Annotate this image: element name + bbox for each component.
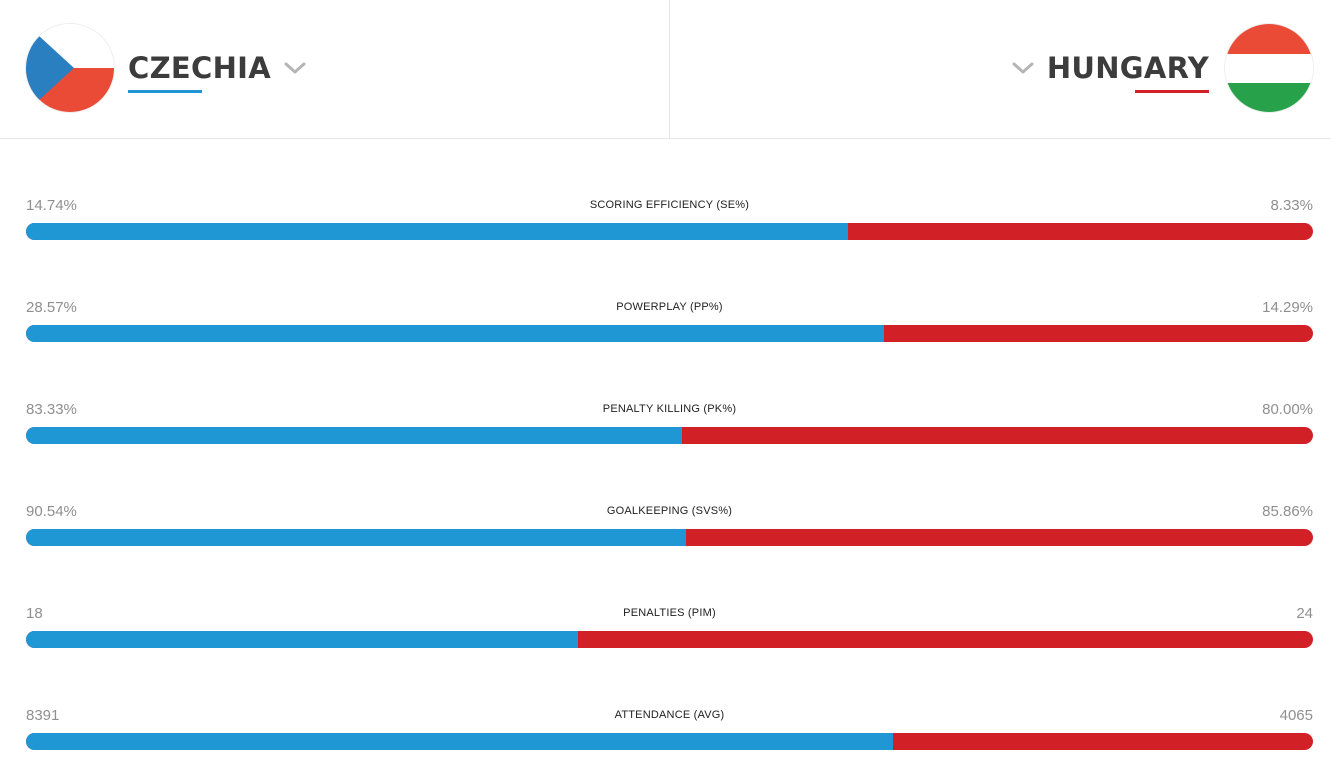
home-team-name: CZECHIA — [128, 50, 272, 85]
home-stat-value: 18 — [26, 605, 43, 622]
stat-label: ATTENDANCE (AVG) — [614, 709, 725, 721]
chevron-down-icon[interactable] — [1011, 56, 1035, 80]
away-team-underline — [1135, 89, 1209, 93]
away-stat-value: 4065 — [1279, 707, 1313, 724]
stat-row: 8391 ATTENDANCE (AVG) 4065 — [26, 701, 1313, 780]
home-share-fill — [26, 223, 849, 240]
stat-row: 14.74% SCORING EFFICIENCY (SE%) 8.33% — [26, 191, 1313, 293]
stat-label: SCORING EFFICIENCY (SE%) — [589, 199, 750, 211]
comparison-bar — [26, 631, 1313, 648]
away-stat-value: 85.86% — [1262, 503, 1313, 520]
comparison-bar — [26, 733, 1313, 750]
away-team-name: HUNGARY — [1046, 50, 1209, 85]
home-share-fill — [26, 427, 683, 444]
stat-row: 83.33% PENALTY KILLING (PK%) 80.00% — [26, 395, 1313, 497]
hungary-flag-icon — [1225, 24, 1313, 112]
home-stat-value: 14.74% — [26, 197, 77, 214]
stat-row: 90.54% GOALKEEPING (SVS%) 85.86% — [26, 497, 1313, 599]
home-stat-value: 83.33% — [26, 401, 77, 418]
stat-label: PENALTIES (PIM) — [623, 607, 716, 619]
comparison-bar — [26, 223, 1313, 240]
home-stat-value: 90.54% — [26, 503, 77, 520]
stat-row: 28.57% POWERPLAY (PP%) 14.29% — [26, 293, 1313, 395]
away-stat-value: 8.33% — [1270, 197, 1313, 214]
away-stat-value: 14.29% — [1262, 299, 1313, 316]
home-share-fill — [26, 631, 579, 648]
stats-comparison: 14.74% SCORING EFFICIENCY (SE%) 8.33% 28… — [26, 191, 1313, 780]
stat-label: POWERPLAY (PP%) — [616, 301, 723, 313]
comparison-bar — [26, 529, 1313, 546]
czech-flag-icon — [26, 24, 114, 112]
comparison-bar — [26, 427, 1313, 444]
home-stat-value: 8391 — [26, 707, 60, 724]
header-divider — [669, 0, 670, 139]
home-team-underline — [128, 89, 202, 93]
home-share-fill — [26, 529, 687, 546]
away-stat-value: 24 — [1296, 605, 1313, 622]
team-header: CZECHIA HUNGARY — [0, 0, 1331, 139]
home-share-fill — [26, 325, 885, 342]
home-share-fill — [26, 733, 894, 750]
home-team-selector[interactable]: CZECHIA — [26, 24, 307, 112]
away-stat-value: 80.00% — [1262, 401, 1313, 418]
away-team-selector[interactable]: HUNGARY — [1011, 24, 1313, 112]
chevron-down-icon[interactable] — [283, 56, 307, 80]
stat-row: 18 PENALTIES (PIM) 24 — [26, 599, 1313, 701]
stat-label: GOALKEEPING (SVS%) — [606, 505, 733, 517]
comparison-bar — [26, 325, 1313, 342]
stat-label: PENALTY KILLING (PK%) — [602, 403, 737, 415]
home-stat-value: 28.57% — [26, 299, 77, 316]
